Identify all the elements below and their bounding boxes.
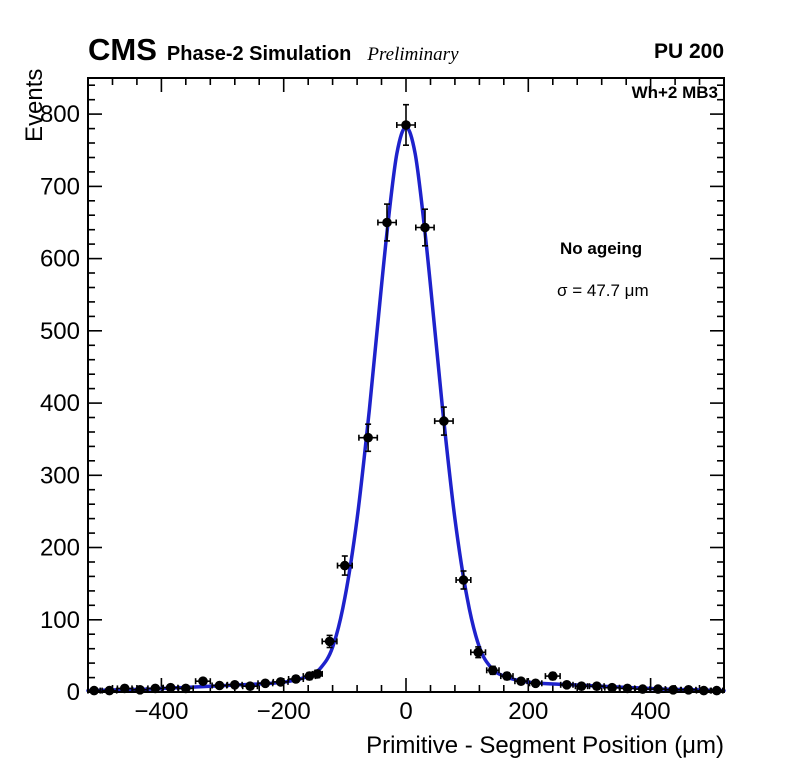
ageing-scenario-label: No ageing [560,239,643,258]
svg-text:500: 500 [40,318,80,345]
plot-header: CMS Phase-2 Simulation Preliminary [88,34,459,65]
svg-text:200: 200 [40,535,80,562]
svg-text:600: 600 [40,246,80,273]
chamber-label: Wh+2 MB3 [631,83,718,102]
svg-text:Primitive - Segment Position (: Primitive - Segment Position (μm) [366,732,724,759]
svg-text:100: 100 [40,607,80,634]
experiment-label: CMS [88,32,157,67]
pileup-label: PU 200 [653,40,724,63]
svg-text:−400: −400 [134,698,188,725]
svg-text:0: 0 [399,698,412,725]
preliminary-label: Preliminary [367,44,459,65]
svg-text:400: 400 [631,698,671,725]
svg-text:200: 200 [508,698,548,725]
sigma-value-label: σ = 47.7 μm [557,281,649,300]
svg-text:300: 300 [40,462,80,489]
svg-text:400: 400 [40,390,80,417]
svg-text:−200: −200 [257,698,311,725]
svg-text:700: 700 [40,173,80,200]
simulation-label: Phase-2 Simulation [166,43,352,65]
svg-text:800: 800 [40,101,80,128]
svg-text:Events: Events [21,69,48,142]
svg-text:0: 0 [67,679,80,706]
